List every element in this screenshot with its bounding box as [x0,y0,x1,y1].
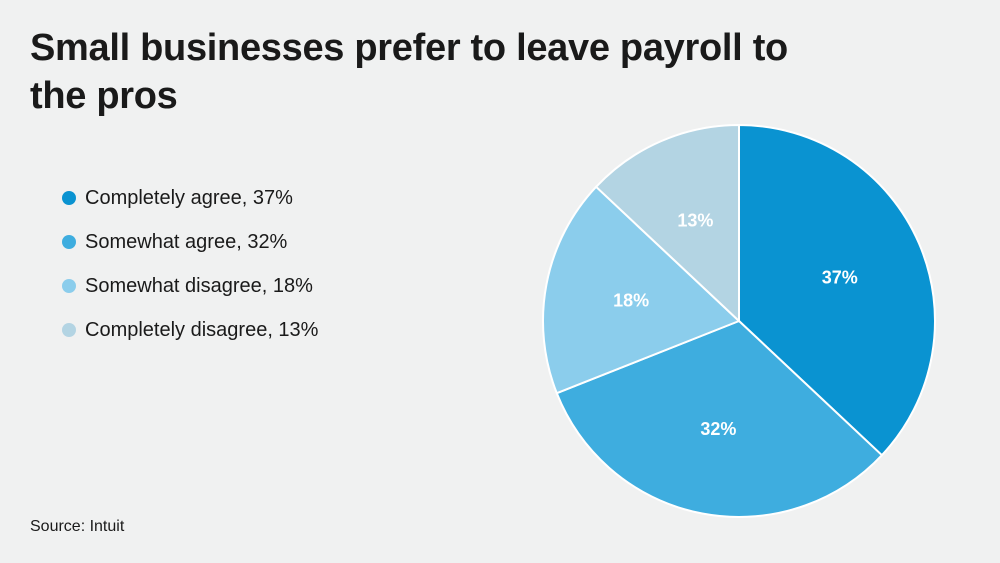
chart-legend: Completely agree, 37% Somewhat agree, 32%… [62,176,318,352]
legend-label: Completely agree, 37% [85,186,293,209]
legend-label: Somewhat agree, 32% [85,230,288,253]
pie-slice [555,320,883,518]
source-note: Source: Intuit [30,518,125,535]
legend-swatch [62,279,76,293]
slice-value-label: 18% [613,290,649,310]
slice-value-label: 13% [677,210,713,230]
legend-label: Completely disagree, 13% [85,318,319,341]
pie-chart: 37% 32% 18% 13% [542,124,936,518]
slice-value-label: 32% [700,419,736,439]
pie-slice [595,124,740,322]
legend-swatch [62,191,76,205]
legend-label: Somewhat disagree, 18% [85,274,313,297]
slice-value-label: 37% [822,267,858,287]
legend-item: Completely agree, 37% [62,176,318,220]
legend-swatch [62,323,76,337]
legend-item: Somewhat disagree, 18% [62,264,318,308]
legend-swatch [62,235,76,249]
chart-title: Small businesses prefer to leave payroll… [30,27,788,117]
legend-item: Completely disagree, 13% [62,308,318,352]
pie-slice [542,185,740,395]
pie-slice [738,124,936,457]
legend-item: Somewhat agree, 32% [62,220,318,264]
